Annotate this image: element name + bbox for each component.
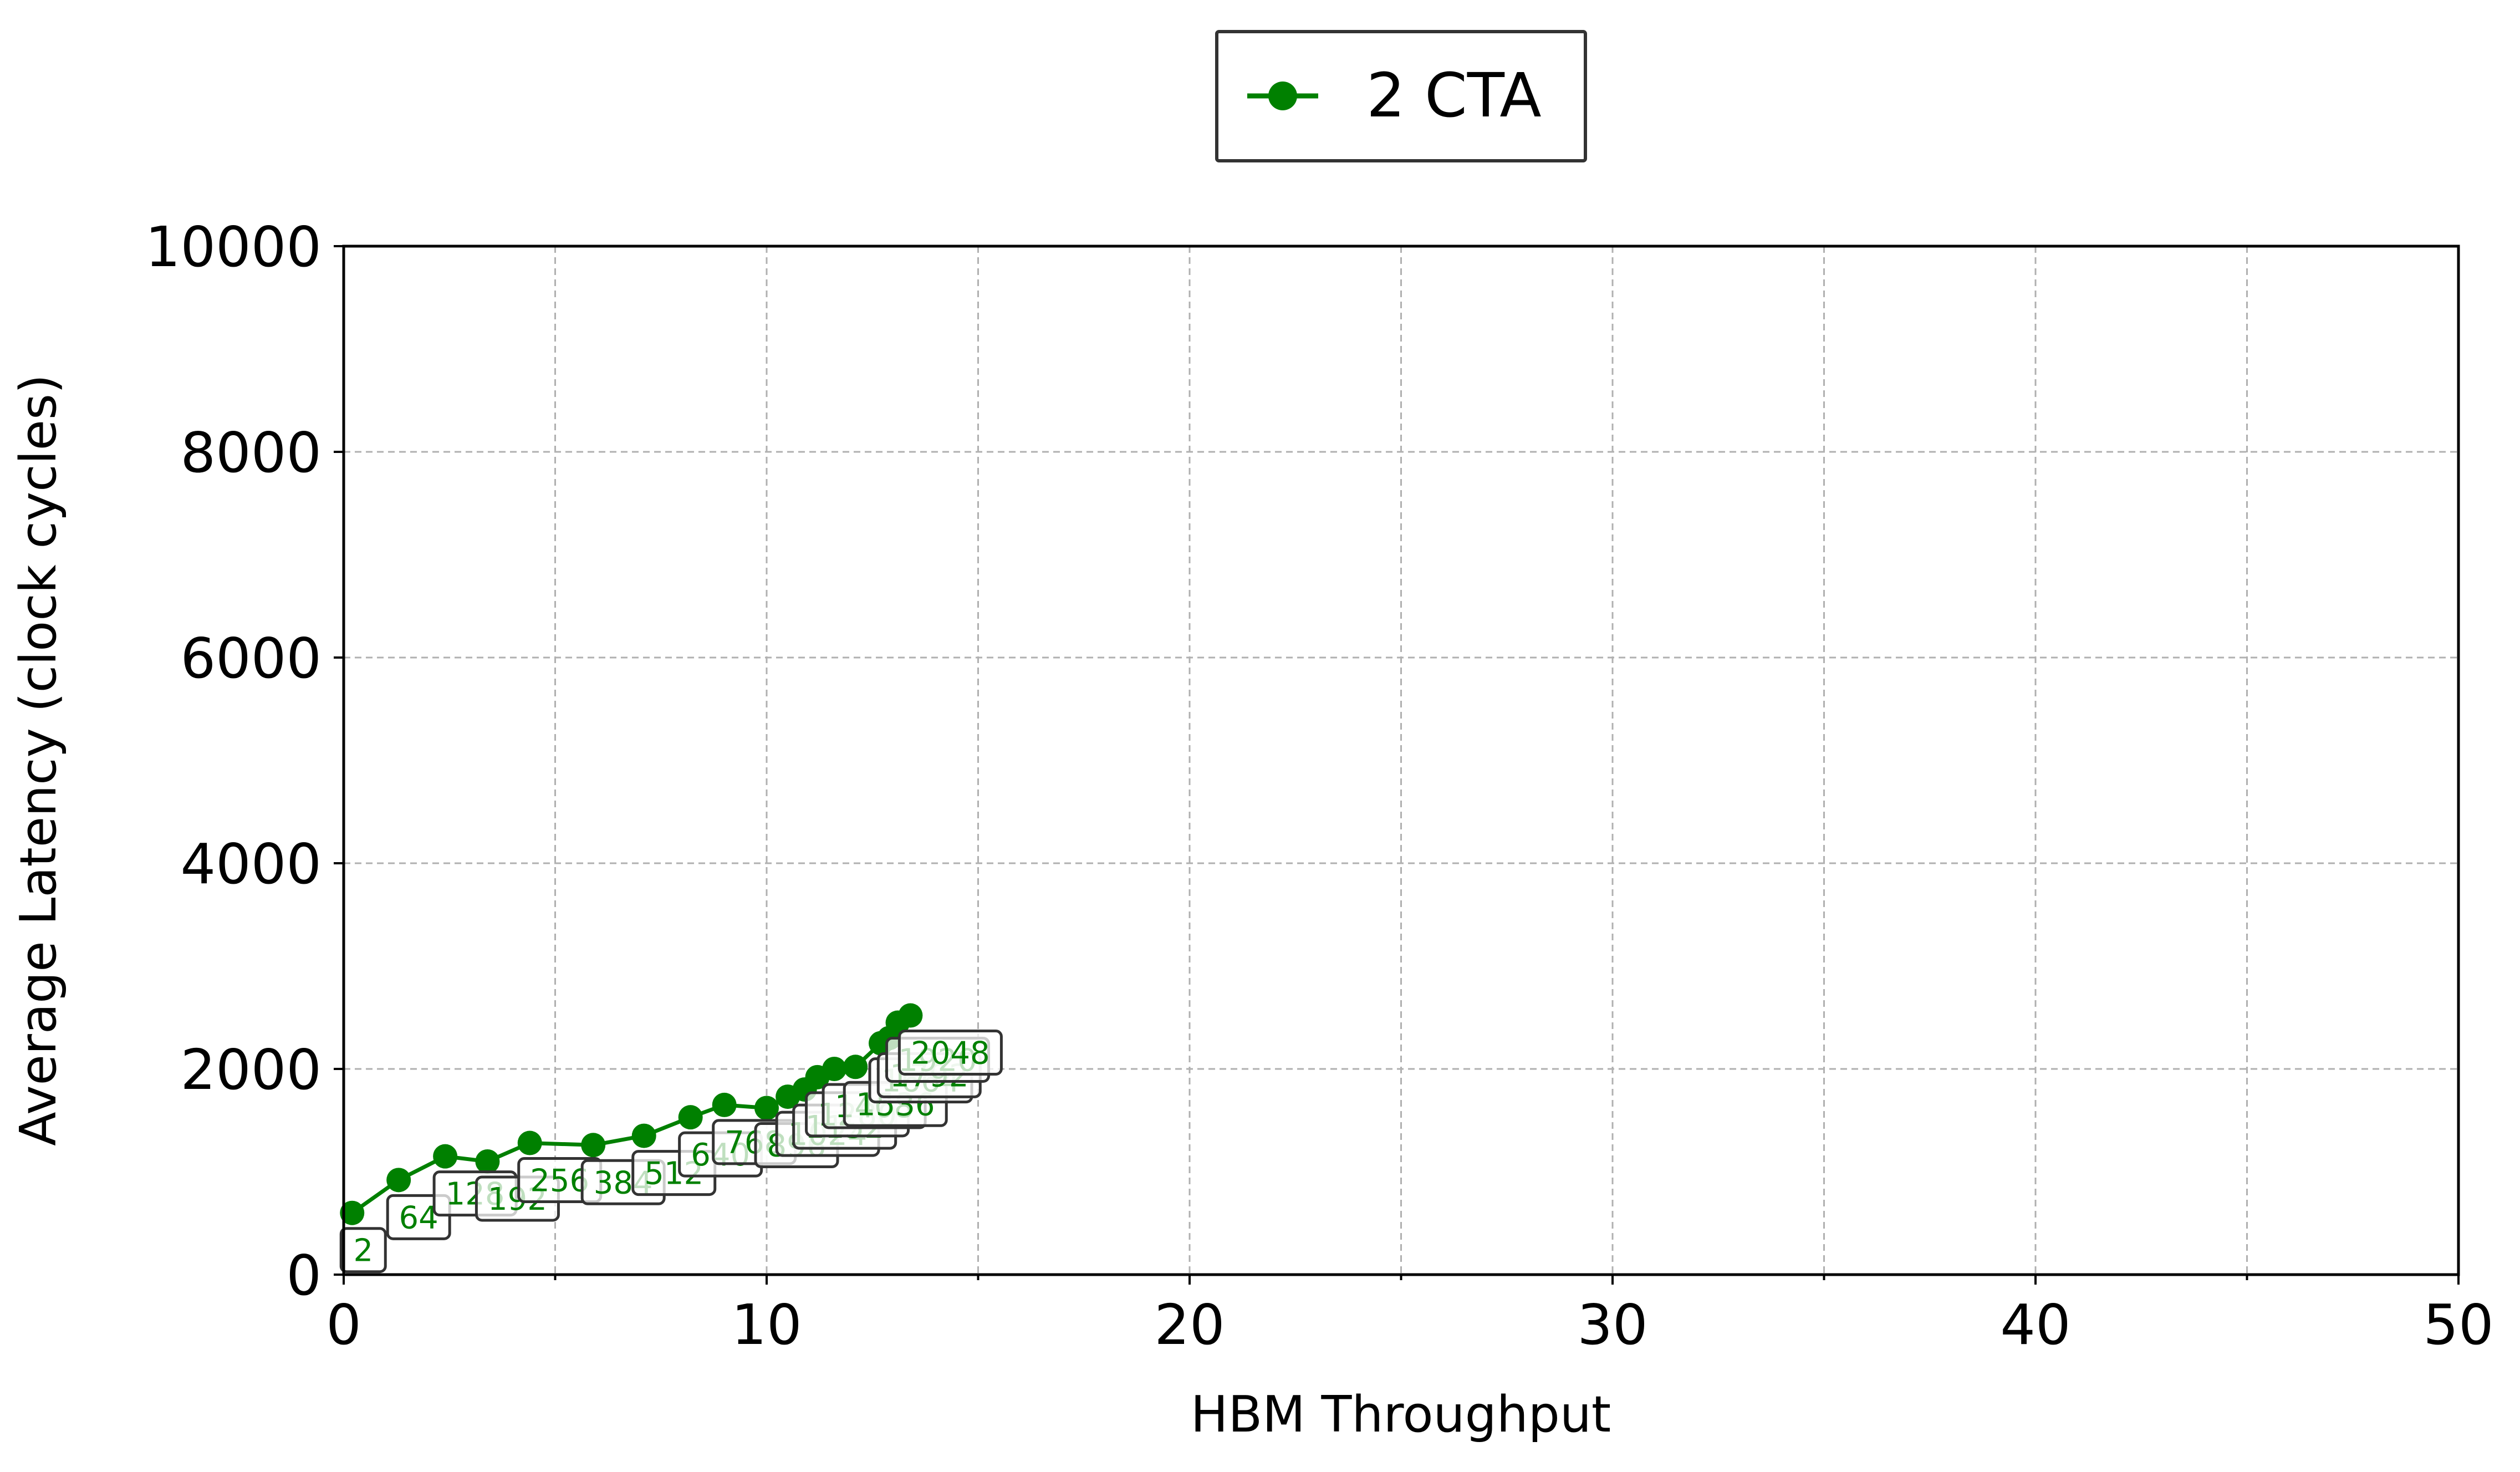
data-point xyxy=(433,1144,458,1169)
point-label-text: 64 xyxy=(399,1200,438,1236)
data-point xyxy=(581,1133,606,1158)
legend-marker-swatch xyxy=(1268,82,1297,110)
point-label-box xyxy=(897,1030,1003,1076)
y-tick-label: 10000 xyxy=(145,215,322,279)
data-point xyxy=(386,1168,411,1193)
point-label-box xyxy=(339,1227,387,1274)
data-point xyxy=(631,1123,656,1148)
point-label-text: 2 xyxy=(353,1233,373,1269)
y-tick-label: 0 xyxy=(286,1243,322,1308)
axis-ticks: 0 10 20 30 40 50 0 2000 4000 6000 8000 10000 xyxy=(145,215,2494,1357)
data-point xyxy=(340,1200,365,1225)
data-point xyxy=(898,1003,923,1028)
data-point xyxy=(517,1130,542,1155)
x-tick-label: 20 xyxy=(1154,1292,1225,1357)
y-tick-label: 6000 xyxy=(181,626,322,691)
point-label: 2048 xyxy=(897,1030,1003,1076)
legend: 2 CTA xyxy=(1215,30,1587,162)
legend-label: 2 CTA xyxy=(1366,60,1542,131)
data-point xyxy=(475,1149,500,1174)
data-point xyxy=(754,1096,779,1120)
data-point xyxy=(678,1105,703,1130)
x-tick-label: 40 xyxy=(2000,1292,2070,1357)
point-labels: 2641281922563845126407688961024115212801… xyxy=(339,1030,1003,1274)
grid xyxy=(344,246,2458,1275)
legend-frame xyxy=(1215,30,1587,162)
y-tick-label: 4000 xyxy=(181,832,322,897)
point-label: 2 xyxy=(339,1227,387,1274)
point-label-text: 256 xyxy=(530,1163,589,1199)
data-point xyxy=(843,1055,868,1079)
y-axis-title: Average Latency (clock cycles) xyxy=(9,374,68,1146)
point-label: 256 xyxy=(517,1157,603,1204)
point-label-text: 2048 xyxy=(911,1036,990,1072)
x-tick-label: 0 xyxy=(326,1292,361,1357)
y-tick-label: 8000 xyxy=(181,420,322,485)
x-tick-label: 10 xyxy=(731,1292,802,1357)
x-tick-label: 30 xyxy=(1577,1292,1647,1357)
x-axis-title: HBM Throughput xyxy=(1191,1386,1611,1444)
data-point xyxy=(712,1092,737,1117)
y-tick-label: 2000 xyxy=(181,1037,322,1102)
x-tick-label: 50 xyxy=(2423,1292,2493,1357)
data-point xyxy=(822,1057,847,1081)
